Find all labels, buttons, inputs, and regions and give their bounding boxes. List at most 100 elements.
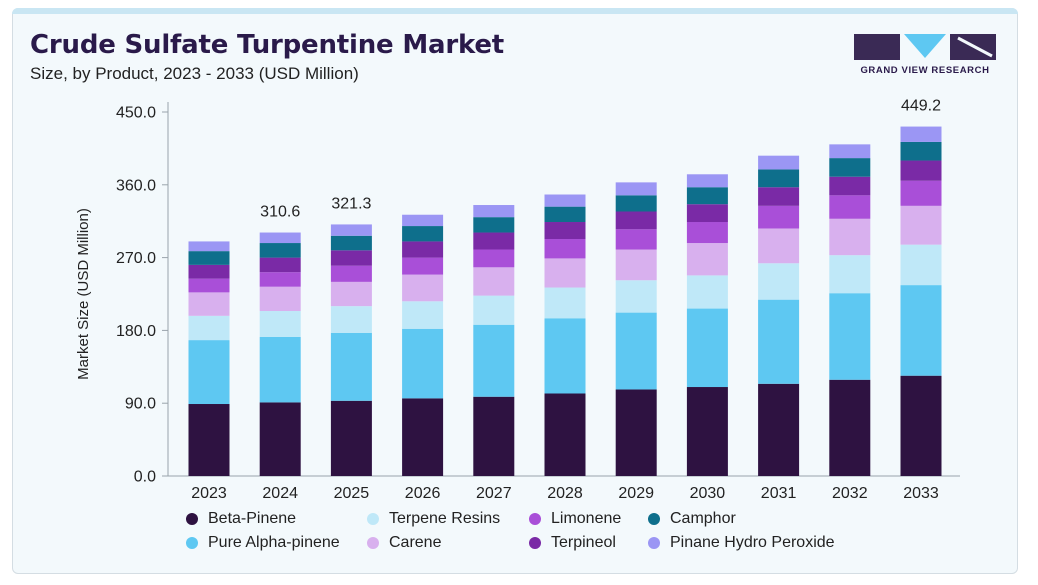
y-tick-label: 180.0 bbox=[116, 323, 156, 340]
bar-segment-terpineol-2029 bbox=[615, 211, 657, 230]
bar-segment-camphor-2024 bbox=[259, 243, 301, 258]
bar-segment-pinane-hydro-peroxide-2028 bbox=[544, 194, 586, 207]
bar-segment-camphor-2032 bbox=[829, 158, 871, 177]
bar-segment-camphor-2025 bbox=[330, 235, 372, 251]
legend-item-camphor: Camphor bbox=[648, 510, 868, 528]
bar-segment-beta-pinene-2029 bbox=[615, 389, 657, 476]
bar-segment-camphor-2033 bbox=[900, 141, 942, 161]
legend-label: Beta-Pinene bbox=[208, 510, 297, 527]
bar-segment-pinane-hydro-peroxide-2030 bbox=[686, 174, 728, 188]
bar-segment-camphor-2026 bbox=[402, 226, 444, 242]
bar-segment-carene-2026 bbox=[402, 274, 444, 302]
legend-label: Pinane Hydro Peroxide bbox=[670, 534, 835, 551]
bar-segment-terpineol-2027 bbox=[473, 232, 515, 250]
bar-segment-pure-alpha-pinene-2032 bbox=[829, 293, 871, 380]
bar-segment-pure-alpha-pinene-2029 bbox=[615, 312, 657, 390]
bar-segment-limonene-2026 bbox=[402, 257, 444, 275]
y-tick-label: 270.0 bbox=[116, 250, 156, 267]
bar-segment-terpineol-2028 bbox=[544, 222, 586, 239]
bar-segment-pure-alpha-pinene-2026 bbox=[402, 328, 444, 399]
y-tick-label: 360.0 bbox=[116, 177, 156, 194]
bar-segment-limonene-2027 bbox=[473, 249, 515, 268]
bar-segment-terpineol-2023 bbox=[188, 264, 230, 279]
logo-right-slash bbox=[957, 36, 993, 58]
bar-segment-camphor-2023 bbox=[188, 251, 230, 265]
bar-segment-terpene-resins-2030 bbox=[686, 275, 728, 309]
bar-segment-pinane-hydro-peroxide-2025 bbox=[330, 224, 372, 236]
y-tick-label: 0.0 bbox=[134, 469, 156, 486]
bar-segment-pure-alpha-pinene-2033 bbox=[900, 285, 942, 376]
bar-segment-pinane-hydro-peroxide-2033 bbox=[900, 126, 942, 142]
total-label-2024: 310.6 bbox=[260, 204, 300, 221]
bar-segment-limonene-2028 bbox=[544, 238, 586, 259]
y-tick-label: 90.0 bbox=[125, 396, 156, 413]
chart-title: Crude Sulfate Turpentine Market bbox=[30, 30, 505, 60]
legend-label: Limonene bbox=[551, 510, 622, 527]
legend-swatch bbox=[529, 537, 541, 549]
total-label-2025: 321.3 bbox=[331, 195, 371, 212]
bar-segment-beta-pinene-2028 bbox=[544, 393, 586, 476]
chart-subtitle: Size, by Product, 2023 - 2033 (USD Milli… bbox=[30, 64, 359, 83]
x-tick-label-2023: 2023 bbox=[191, 485, 227, 502]
bar-segment-limonene-2033 bbox=[900, 180, 942, 206]
bar-segment-pure-alpha-pinene-2024 bbox=[259, 336, 301, 403]
bar-segment-terpene-resins-2028 bbox=[544, 287, 586, 319]
bar-segment-limonene-2025 bbox=[330, 265, 372, 282]
bar-segment-pure-alpha-pinene-2025 bbox=[330, 332, 372, 401]
legend-swatch bbox=[367, 537, 379, 549]
bar-segment-pinane-hydro-peroxide-2031 bbox=[758, 155, 800, 170]
bar-segment-beta-pinene-2023 bbox=[188, 404, 230, 476]
bar-segment-beta-pinene-2026 bbox=[402, 398, 444, 476]
legend-swatch bbox=[648, 513, 660, 525]
bar-segment-carene-2024 bbox=[259, 286, 301, 311]
legend-label: Carene bbox=[389, 534, 442, 551]
legend-item-pure-alpha-pinene: Pure Alpha-pinene bbox=[186, 534, 367, 552]
bar-segment-pinane-hydro-peroxide-2026 bbox=[402, 214, 444, 227]
legend-item-terpineol: Terpineol bbox=[529, 534, 648, 552]
bar-segment-pure-alpha-pinene-2031 bbox=[758, 299, 800, 384]
bar-segment-carene-2030 bbox=[686, 243, 728, 276]
bar-segment-beta-pinene-2033 bbox=[900, 375, 942, 476]
legend-label: Terpene Resins bbox=[389, 510, 501, 527]
legend-swatch bbox=[648, 537, 660, 549]
x-tick-label-2029: 2029 bbox=[618, 485, 654, 502]
x-tick-label-2031: 2031 bbox=[761, 485, 797, 502]
bar-segment-pinane-hydro-peroxide-2027 bbox=[473, 205, 515, 218]
bar-segment-terpene-resins-2023 bbox=[188, 315, 230, 341]
y-axis-title: Market Size (USD Million) bbox=[75, 208, 92, 380]
bar-segment-limonene-2032 bbox=[829, 195, 871, 219]
grand-view-research-logo bbox=[854, 34, 996, 60]
bar-segment-pinane-hydro-peroxide-2024 bbox=[259, 232, 301, 244]
chart-axes: 0.0 90.0 180.0 270.0 360.0 450.0 Market Size (… bbox=[75, 102, 960, 486]
bar-segment-terpineol-2026 bbox=[402, 241, 444, 258]
bar-segment-carene-2025 bbox=[330, 281, 372, 307]
bar-segment-camphor-2030 bbox=[686, 187, 728, 205]
bar-segment-terpineol-2024 bbox=[259, 257, 301, 273]
bar-segment-pinane-hydro-peroxide-2029 bbox=[615, 182, 657, 196]
bar-segment-camphor-2028 bbox=[544, 206, 586, 223]
bar-segment-limonene-2031 bbox=[758, 205, 800, 229]
legend-item-beta-pinene: Beta-Pinene bbox=[186, 510, 367, 528]
bar-segment-pure-alpha-pinene-2027 bbox=[473, 324, 515, 397]
legend-swatch bbox=[186, 537, 198, 549]
x-tick-label-2026: 2026 bbox=[405, 485, 441, 502]
legend-item-limonene: Limonene bbox=[529, 510, 648, 528]
bar-segment-limonene-2023 bbox=[188, 278, 230, 293]
bar-segment-terpene-resins-2025 bbox=[330, 306, 372, 333]
x-tick-label-2033: 2033 bbox=[903, 485, 939, 502]
bar-segment-pure-alpha-pinene-2030 bbox=[686, 308, 728, 388]
bar-segment-camphor-2031 bbox=[758, 169, 800, 188]
bar-segment-terpene-resins-2024 bbox=[259, 310, 301, 337]
bar-segment-terpene-resins-2027 bbox=[473, 295, 515, 325]
bar-segment-beta-pinene-2031 bbox=[758, 383, 800, 476]
chart-labels: 2023 2024 2025 2026 2027 2028 2029 2030 2031 2032… bbox=[191, 98, 941, 502]
bar-segment-terpineol-2033 bbox=[900, 160, 942, 181]
bar-segment-pinane-hydro-peroxide-2032 bbox=[829, 144, 871, 159]
legend-swatch bbox=[529, 513, 541, 525]
bar-segment-terpineol-2025 bbox=[330, 250, 372, 266]
bar-segment-pure-alpha-pinene-2028 bbox=[544, 318, 586, 394]
x-tick-label-2025: 2025 bbox=[334, 485, 370, 502]
bar-segment-beta-pinene-2024 bbox=[259, 402, 301, 476]
bar-segment-limonene-2024 bbox=[259, 272, 301, 287]
legend-swatch bbox=[186, 513, 198, 525]
